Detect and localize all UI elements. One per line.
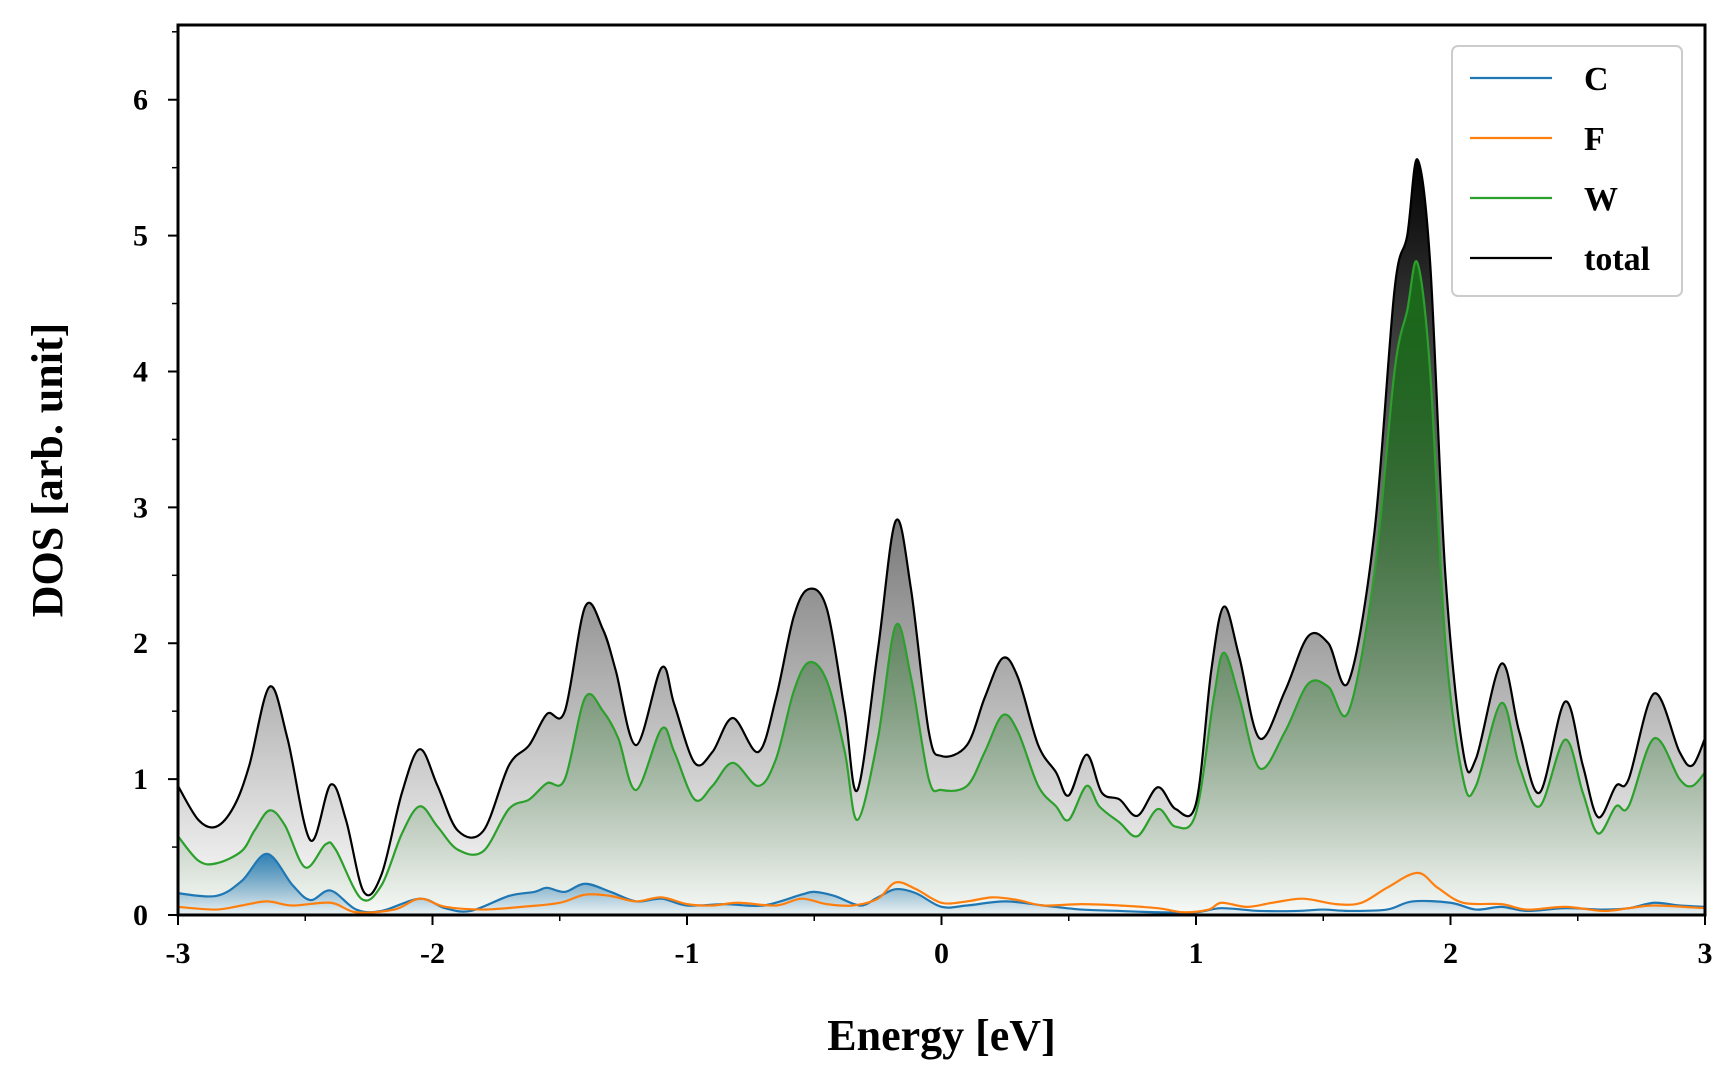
x-tick-label: -1	[675, 937, 700, 970]
y-tick-label: 5	[133, 220, 148, 253]
legend-label-C: C	[1584, 61, 1609, 98]
x-tick-label: -3	[166, 937, 191, 970]
plot-lines	[177, 158, 1707, 914]
series-fill-W	[178, 261, 1705, 916]
series-line-total	[177, 158, 1707, 897]
y-axis-title: DOS [arb. unit]	[23, 323, 72, 618]
x-tick-label: 3	[1698, 937, 1713, 970]
y-tick-label: 1	[133, 763, 148, 796]
y-tick-label: 6	[133, 84, 148, 117]
y-tick-label: 2	[133, 627, 148, 660]
x-tick-label: 1	[1189, 937, 1204, 970]
y-tick-label: 0	[133, 899, 148, 932]
y-tick-label: 3	[133, 491, 148, 524]
legend-label-F: F	[1584, 121, 1605, 158]
legend-label-total: total	[1584, 241, 1650, 278]
y-tick-label: 4	[133, 355, 148, 388]
x-axis-title: Energy [eV]	[827, 1011, 1056, 1060]
x-tick-label: 0	[934, 937, 949, 970]
legend-label-W: W	[1584, 181, 1618, 218]
series-fill-C	[178, 853, 1705, 915]
series-line-W	[177, 260, 1706, 902]
legend-box	[1451, 45, 1683, 297]
series-line-F	[177, 871, 1706, 914]
plot-fills	[178, 159, 1705, 916]
x-tick-label: 2	[1443, 937, 1458, 970]
x-tick-label: -2	[420, 937, 445, 970]
x-axis-ticks: -3 -2 -1 0 1 2 3	[166, 915, 1713, 970]
y-axis-ticks: 0 1 2 3 4 5 6	[133, 31, 178, 932]
